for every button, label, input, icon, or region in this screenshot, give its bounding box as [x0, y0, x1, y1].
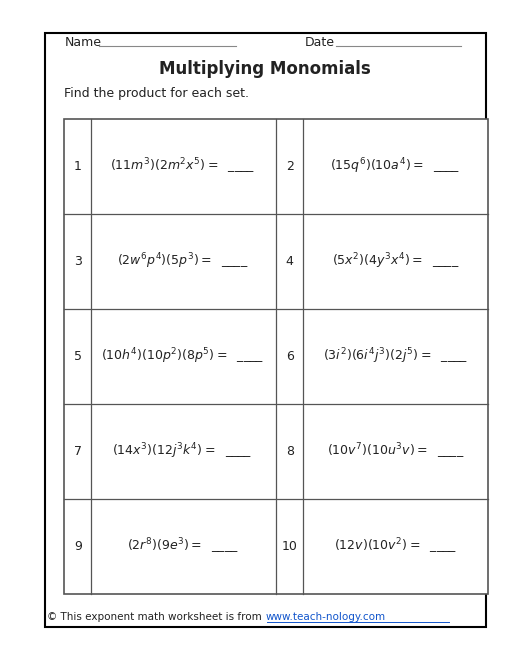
- Text: 10: 10: [281, 540, 297, 553]
- Text: $(2r^{8})(9e^{3})=$  ____: $(2r^{8})(9e^{3})=$ ____: [126, 537, 238, 556]
- Text: 4: 4: [285, 255, 293, 268]
- Text: © This exponent math worksheet is from: © This exponent math worksheet is from: [47, 612, 265, 622]
- Text: $(12v)(10v^{2})=$  ____: $(12v)(10v^{2})=$ ____: [333, 537, 456, 556]
- Text: $(10h^{4})(10p^{2})(8p^{5})=$  ____: $(10h^{4})(10p^{2})(8p^{5})=$ ____: [101, 346, 264, 366]
- Text: 8: 8: [285, 445, 293, 458]
- Text: 2: 2: [285, 160, 293, 173]
- Text: 1: 1: [74, 160, 81, 173]
- Text: Name: Name: [64, 36, 101, 49]
- Text: 6: 6: [285, 350, 293, 363]
- Text: 7: 7: [74, 445, 82, 458]
- Text: 9: 9: [74, 540, 81, 553]
- Text: 3: 3: [74, 255, 81, 268]
- Text: www.teach-nology.com: www.teach-nology.com: [265, 612, 385, 622]
- Text: Find the product for each set.: Find the product for each set.: [64, 87, 249, 100]
- Text: Multiplying Monomials: Multiplying Monomials: [159, 60, 371, 79]
- Text: $(11m^{3})(2m^{2}x^{5})=$  ____: $(11m^{3})(2m^{2}x^{5})=$ ____: [110, 156, 254, 176]
- Text: $(2w^{6}p^{4})(5p^{3})=$  ____: $(2w^{6}p^{4})(5p^{3})=$ ____: [117, 251, 248, 271]
- Text: $(10v^{7})(10u^{3}v)=$  ____: $(10v^{7})(10u^{3}v)=$ ____: [326, 442, 463, 461]
- Text: $(5x^{2})(4y^{3}x^{4})=$  ____: $(5x^{2})(4y^{3}x^{4})=$ ____: [331, 251, 459, 271]
- Text: $(15q^{6})(10a^{4})=$  ____: $(15q^{6})(10a^{4})=$ ____: [330, 156, 460, 176]
- Bar: [64, 119, 487, 594]
- Text: 5: 5: [74, 350, 82, 363]
- Text: $(14x^{3})(12j^{3}k^{4})=$  ____: $(14x^{3})(12j^{3}k^{4})=$ ____: [112, 442, 252, 461]
- Text: $(3i^{2})(6i^{4}j^{3})(2j^{5})=$  ____: $(3i^{2})(6i^{4}j^{3})(2j^{5})=$ ____: [322, 346, 467, 366]
- Text: Date: Date: [304, 36, 334, 49]
